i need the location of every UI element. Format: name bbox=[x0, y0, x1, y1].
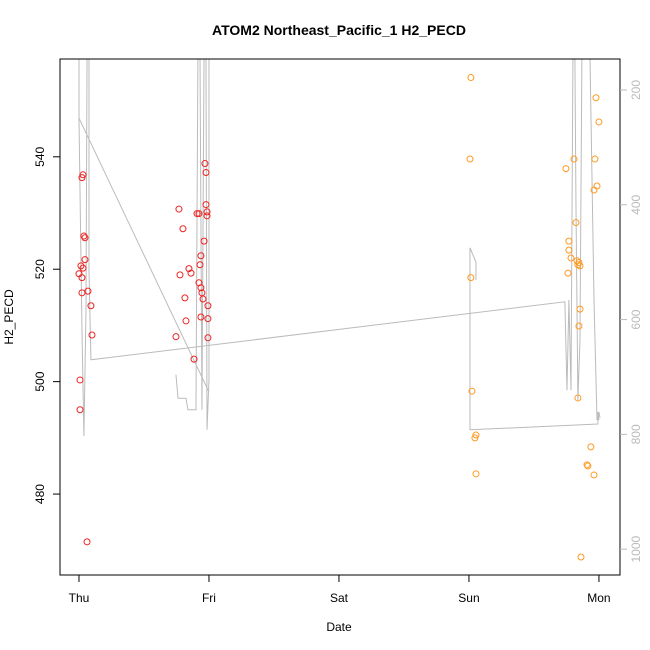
point bbox=[80, 232, 88, 240]
point bbox=[590, 471, 598, 479]
x-tick-label: Thu bbox=[69, 591, 90, 605]
point bbox=[592, 94, 600, 102]
point bbox=[593, 182, 601, 190]
line bbox=[78, 59, 601, 437]
point bbox=[595, 118, 603, 126]
point bbox=[575, 258, 583, 266]
point bbox=[201, 160, 209, 168]
point bbox=[471, 434, 479, 442]
point bbox=[204, 315, 212, 323]
y2-tick-label: 600 bbox=[629, 309, 643, 329]
y2-tick-label: 200 bbox=[629, 80, 643, 100]
x-tick-label: Fri bbox=[202, 591, 216, 605]
point bbox=[583, 461, 591, 469]
point bbox=[81, 234, 89, 242]
point bbox=[575, 322, 583, 330]
point bbox=[467, 74, 475, 82]
point bbox=[468, 387, 476, 395]
y2-tick-label: 800 bbox=[629, 424, 643, 444]
point bbox=[83, 538, 91, 546]
point bbox=[197, 252, 205, 260]
point bbox=[87, 302, 95, 310]
point bbox=[76, 406, 84, 414]
x-tick-label: Mon bbox=[587, 591, 610, 605]
point bbox=[202, 169, 210, 177]
point bbox=[587, 443, 595, 451]
point bbox=[197, 313, 205, 321]
y2-tick-label: 1000 bbox=[629, 536, 643, 563]
point bbox=[584, 462, 592, 470]
point bbox=[203, 212, 211, 220]
point bbox=[576, 305, 584, 313]
point bbox=[565, 246, 573, 254]
point bbox=[591, 155, 599, 163]
point bbox=[567, 254, 575, 262]
point bbox=[565, 237, 573, 245]
point bbox=[197, 284, 205, 292]
point bbox=[88, 331, 96, 339]
point bbox=[196, 261, 204, 269]
point bbox=[187, 269, 195, 277]
point bbox=[577, 553, 585, 561]
point bbox=[572, 219, 580, 227]
chart-title: ATOM2 Northeast_Pacific_1 H2_PECD bbox=[212, 22, 466, 38]
point bbox=[202, 201, 210, 209]
point bbox=[203, 208, 211, 216]
point bbox=[79, 171, 87, 179]
point bbox=[190, 355, 198, 363]
point bbox=[564, 269, 572, 277]
y-tick-label: 500 bbox=[33, 371, 47, 391]
point bbox=[570, 155, 578, 163]
y-tick-label: 480 bbox=[33, 484, 47, 504]
point bbox=[179, 225, 187, 233]
y-tick-label: 540 bbox=[33, 146, 47, 166]
point bbox=[204, 302, 212, 310]
point bbox=[181, 294, 189, 302]
x-tick-label: Sun bbox=[458, 591, 479, 605]
point bbox=[78, 274, 86, 282]
point bbox=[199, 295, 207, 303]
point bbox=[472, 470, 480, 478]
point bbox=[574, 394, 582, 402]
point bbox=[77, 262, 85, 270]
point bbox=[76, 376, 84, 384]
plot-frame bbox=[59, 58, 621, 576]
y-axis-title: H2_PECD bbox=[2, 289, 16, 345]
point bbox=[466, 155, 474, 163]
point bbox=[576, 262, 584, 270]
point bbox=[176, 271, 184, 279]
point bbox=[562, 165, 570, 173]
point bbox=[182, 317, 190, 325]
point bbox=[204, 334, 212, 342]
point bbox=[84, 287, 92, 295]
point bbox=[467, 274, 475, 282]
point bbox=[573, 257, 581, 265]
point bbox=[193, 210, 201, 218]
point bbox=[172, 333, 180, 341]
point bbox=[185, 265, 193, 273]
point bbox=[81, 256, 89, 264]
x-axis-title: Date bbox=[326, 620, 352, 634]
point bbox=[175, 205, 183, 213]
y2-tick-label: 400 bbox=[629, 194, 643, 214]
plot-area bbox=[75, 59, 603, 561]
y-tick-label: 520 bbox=[33, 259, 47, 279]
point bbox=[200, 237, 208, 245]
point bbox=[79, 264, 87, 272]
point bbox=[195, 210, 203, 218]
x-tick-label: Sat bbox=[330, 591, 349, 605]
